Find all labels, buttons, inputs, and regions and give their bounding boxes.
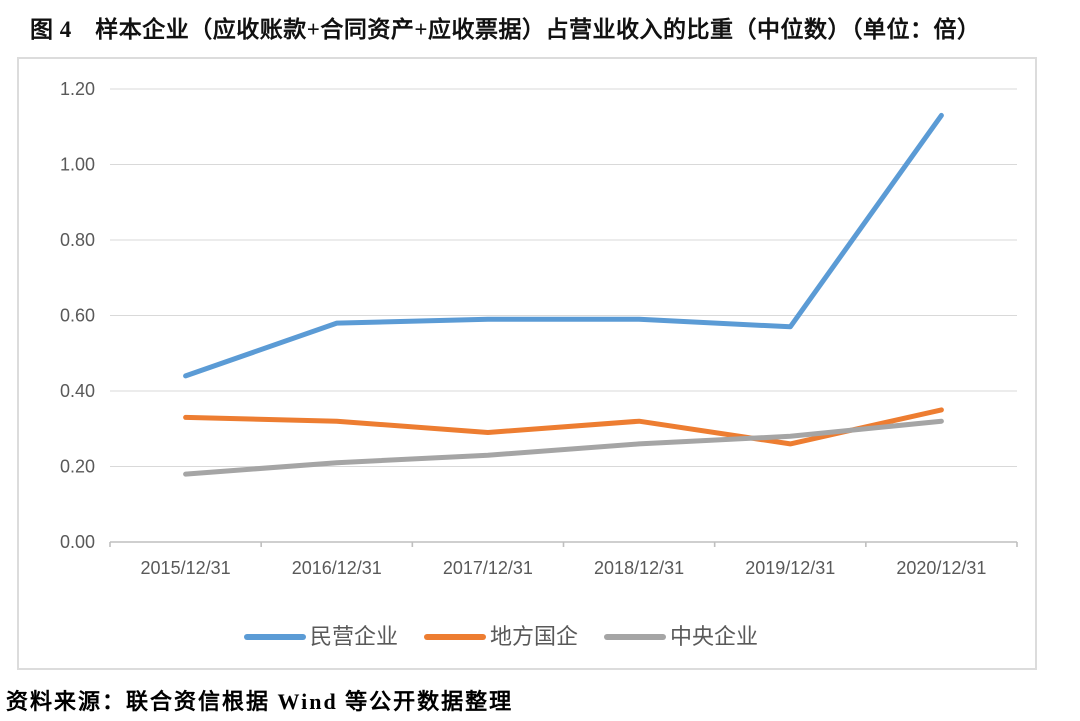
x-axis-label: 2019/12/31 [745,558,835,578]
x-axis-label: 2020/12/31 [896,558,986,578]
y-axis-label: 0.80 [60,230,95,250]
series-line-2 [183,418,944,477]
chart-frame: 0.00 0.20 0.40 0.60 0.80 1.00 1.20 2015/12/31 20… [17,57,1037,670]
legend-line-swatch-gray [604,634,666,640]
y-axis-label: 1.00 [60,155,95,175]
chart-plot-area: 0.00 0.20 0.40 0.60 0.80 1.00 1.20 2015/12/31 20… [60,79,1018,578]
y-axis-label: 0.00 [60,532,95,552]
x-axis-label: 2015/12/31 [141,558,231,578]
legend-item-private-enterprise: 民营企业 [243,624,398,649]
x-axis-label: 2017/12/31 [443,558,533,578]
series-line-1 [183,407,944,447]
legend-label-local-soe: 地方国企 [489,624,578,649]
legend-item-central-enterprise: 中央企业 [604,626,758,648]
legend-label-central-enterprise: 中央企业 [670,624,759,649]
x-axis-label: 2018/12/31 [594,558,684,578]
figure-title: 图 4 样本企业（应收账款+合同资产+应收票据）占营业收入的比重（中位数）（单位… [30,17,981,42]
chart-legend: 民营企业 地方国企 中央企业 [0,626,1009,648]
y-axis-label: 0.20 [60,457,95,477]
legend-line-swatch-orange [423,634,486,640]
legend-item-local-soe: 地方国企 [423,624,578,649]
y-axis-label: 0.40 [60,381,95,401]
legend-label-private-enterprise: 民营企业 [309,624,398,649]
legend-line-swatch-blue [243,634,306,640]
series-line-0 [183,112,944,379]
x-axis-label: 2016/12/31 [292,558,382,578]
source-note: 资料来源：联合资信根据 Wind 等公开数据整理 [6,689,514,714]
y-axis-label: 0.60 [60,306,95,326]
y-axis-label: 1.20 [60,79,95,99]
